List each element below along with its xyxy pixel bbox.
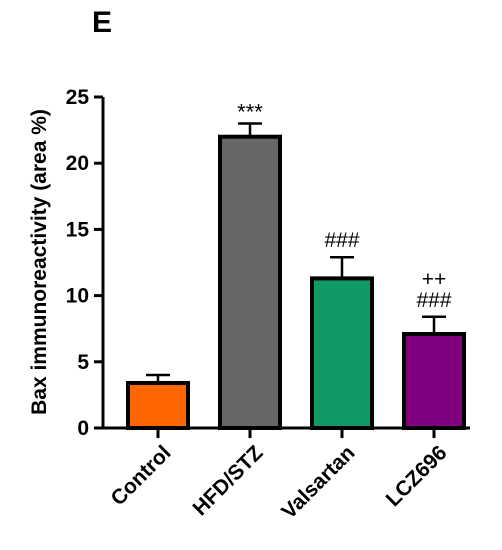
bar-valsartan bbox=[310, 276, 374, 430]
significance-label: ### bbox=[416, 289, 451, 312]
x-tick-label: Valsartan bbox=[277, 441, 359, 523]
bar-hfd-stz bbox=[218, 134, 282, 430]
significance-label: *** bbox=[237, 99, 263, 124]
y-tick-label: 0 bbox=[77, 417, 89, 440]
bar-lcz696 bbox=[402, 331, 466, 430]
x-tick-label: HFD/STZ bbox=[189, 441, 268, 520]
y-tick-label: 20 bbox=[66, 152, 89, 175]
bar-control bbox=[126, 380, 190, 431]
y-axis-label: Bax immunoreactivity (area %) bbox=[28, 109, 51, 415]
panel-label: E bbox=[92, 6, 113, 39]
y-tick-label: 5 bbox=[77, 351, 89, 374]
y-tick-label: 25 bbox=[66, 86, 90, 109]
x-tick-label: LCZ696 bbox=[382, 441, 452, 511]
y-tick-label: 10 bbox=[66, 285, 89, 308]
significance-label: ++ bbox=[422, 268, 447, 291]
x-tick-label: Control bbox=[106, 441, 175, 510]
chart-bars bbox=[126, 122, 466, 431]
y-tick-label: 15 bbox=[66, 218, 90, 241]
significance-label: ### bbox=[324, 229, 359, 252]
